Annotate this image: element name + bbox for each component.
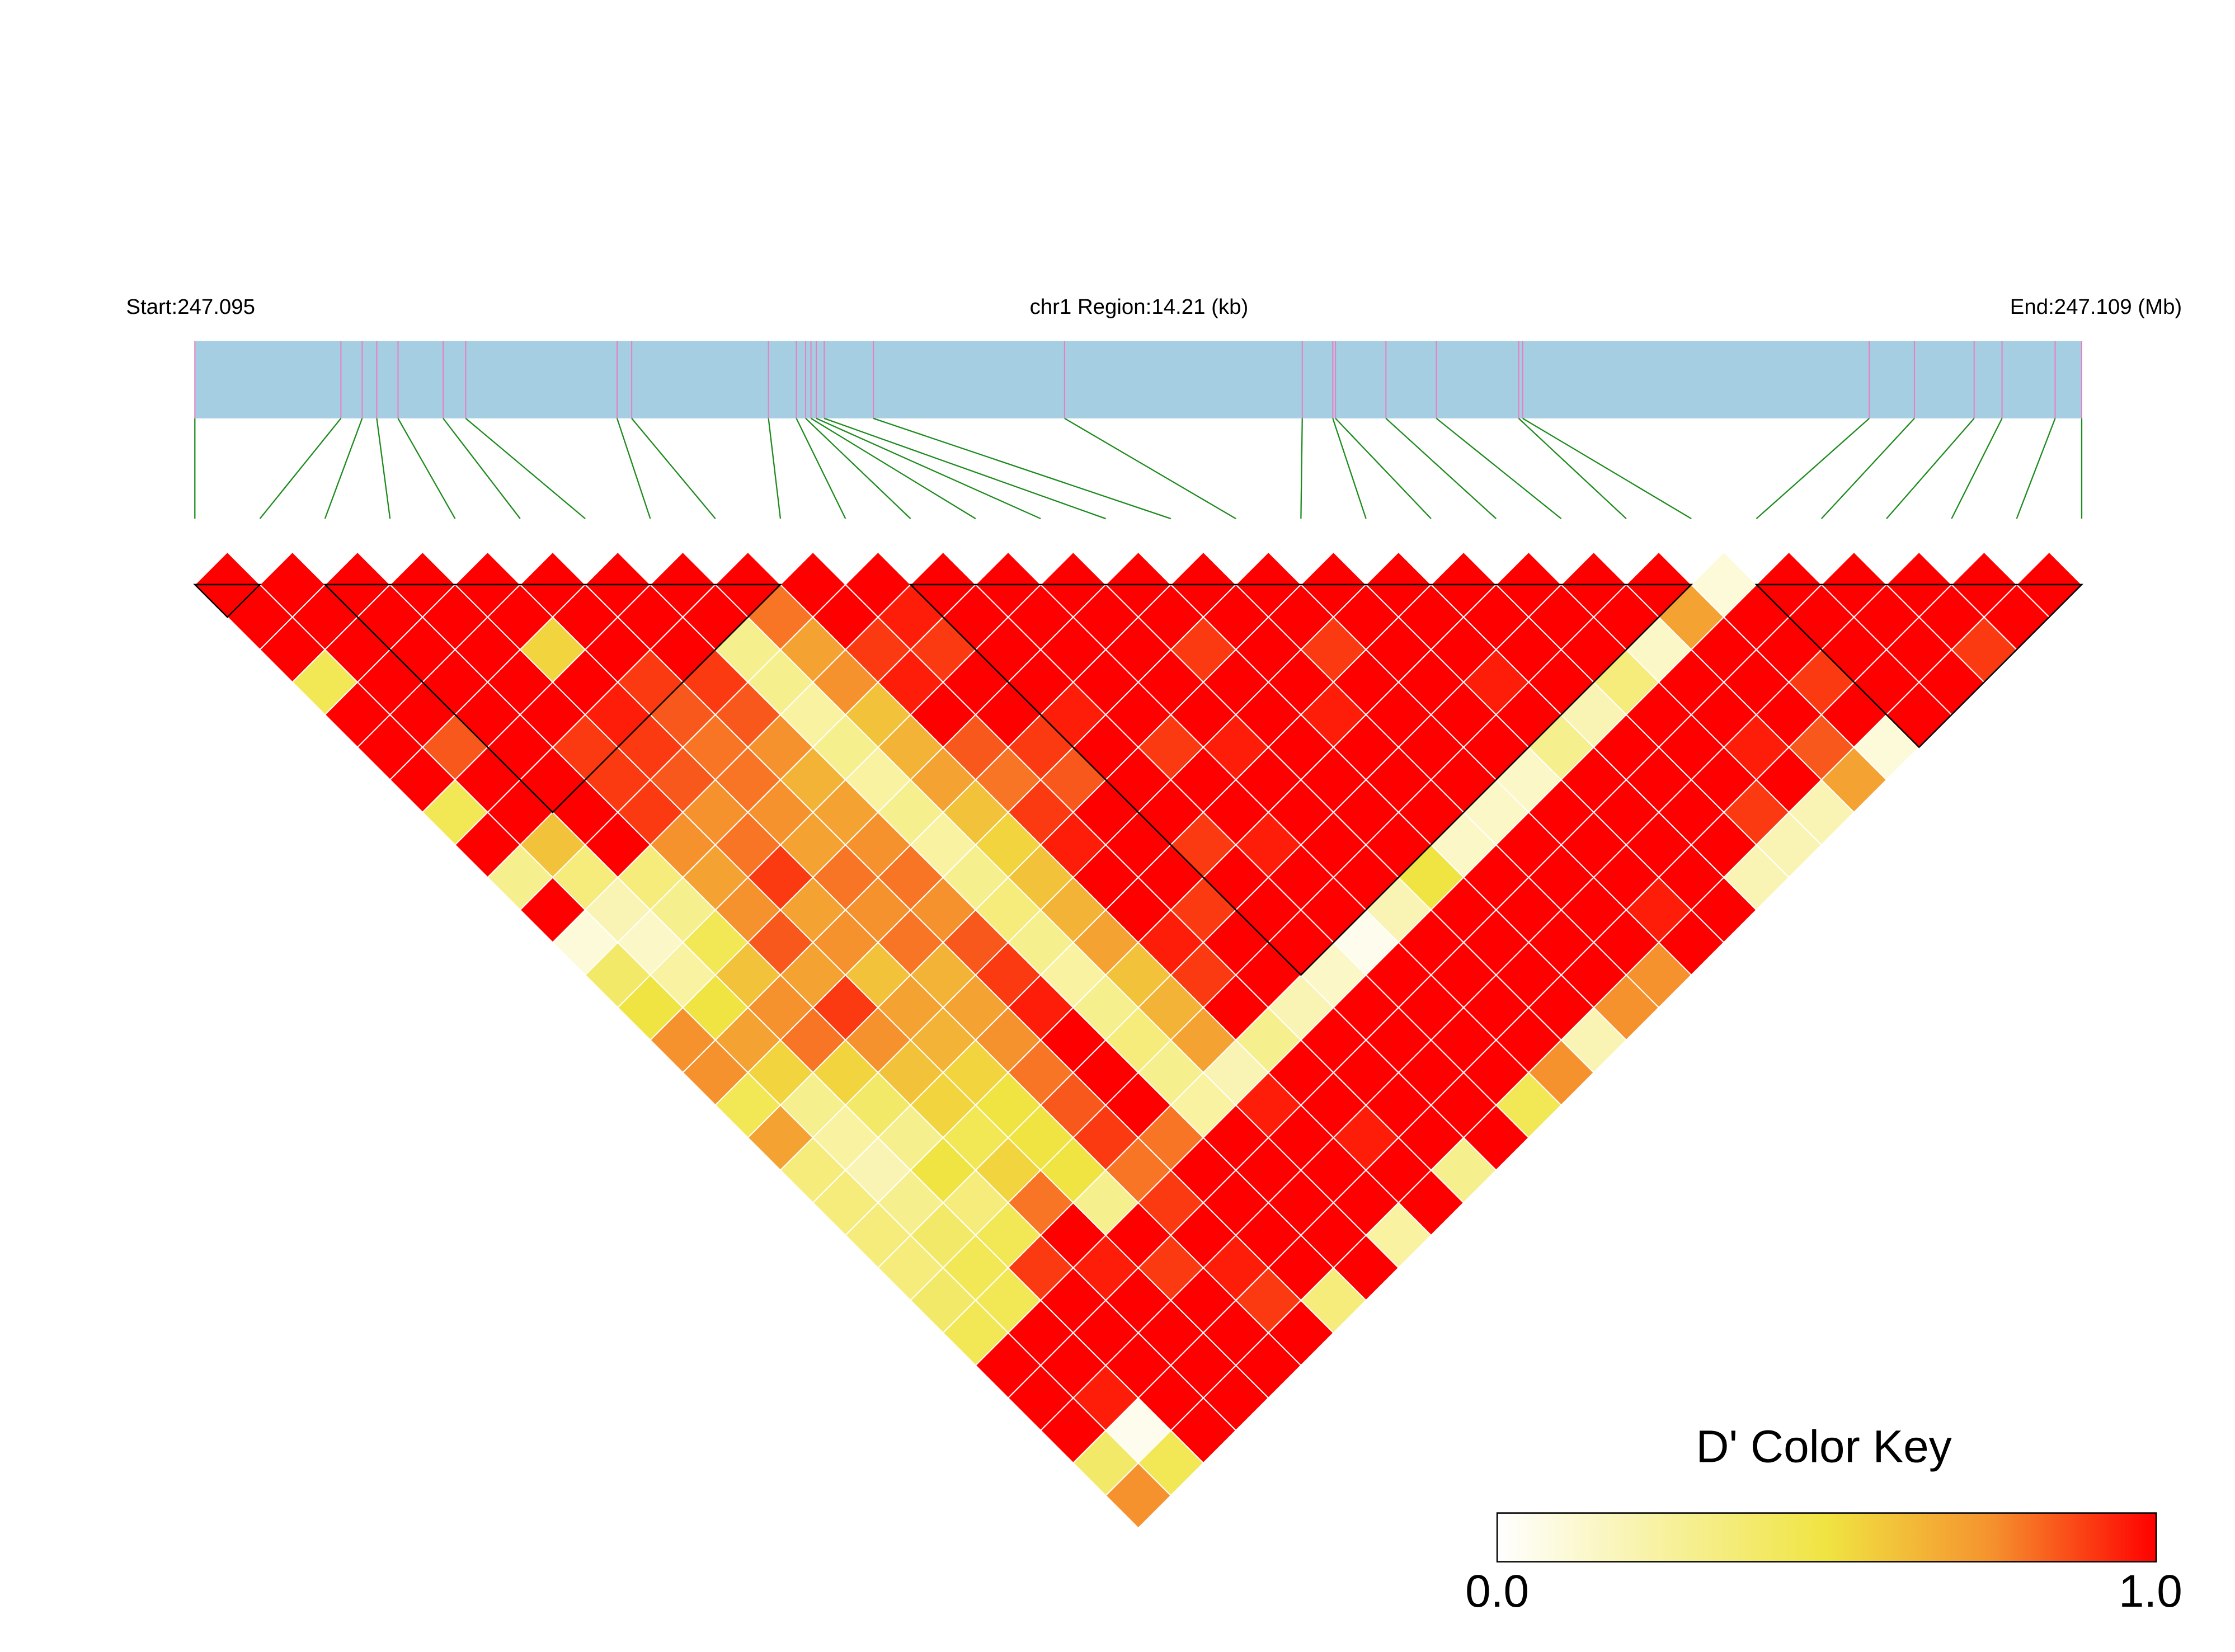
end-label: End:247.109 (Mb) [2010,295,2182,319]
snp-connector [631,418,716,519]
snp-connector [2016,418,2056,519]
snp-connector [1522,417,1692,520]
snp-connector [1064,417,1236,520]
snp-connector [810,417,976,520]
snp-connector [465,417,586,520]
snp-connector [1436,417,1562,520]
snp-connector [805,418,911,519]
snp-connector [796,418,846,519]
color-key [1496,1512,2157,1562]
region-label: chr1 Region:14.21 (kb) [1030,295,1249,319]
snp-connector [443,418,521,519]
snp-connector [397,418,456,519]
region-bar [195,341,2082,418]
legend-title: D' Color Key [1696,1422,1951,1472]
snp-connector [616,418,651,519]
snp-connector [816,417,1041,520]
snp-connector [1385,418,1497,519]
snp-connector [1756,417,1870,519]
snp-connector [873,417,1171,520]
start-label: Start:247.095 [126,295,255,319]
snp-connector [768,418,782,519]
haplotype-block [193,583,262,618]
haplotype-block [1754,583,2084,749]
haplotype-block [323,583,783,813]
snp-connector [1518,418,1627,519]
snp-connector [824,417,1106,520]
haplotype-block [909,583,1693,976]
snp-connector [1951,418,2003,519]
snp-connector [1300,418,1303,519]
snp-connector [1332,418,1367,519]
color-key-label: 0.0 [1465,1566,1529,1617]
snp-connector [1820,418,1915,519]
snp-connector [1335,418,1432,519]
snp-connector [376,418,391,519]
snp-connector [1886,418,1975,519]
color-key-label: 1.0 [2119,1566,2182,1617]
snp-connector [259,418,342,519]
snp-connector [324,418,363,519]
